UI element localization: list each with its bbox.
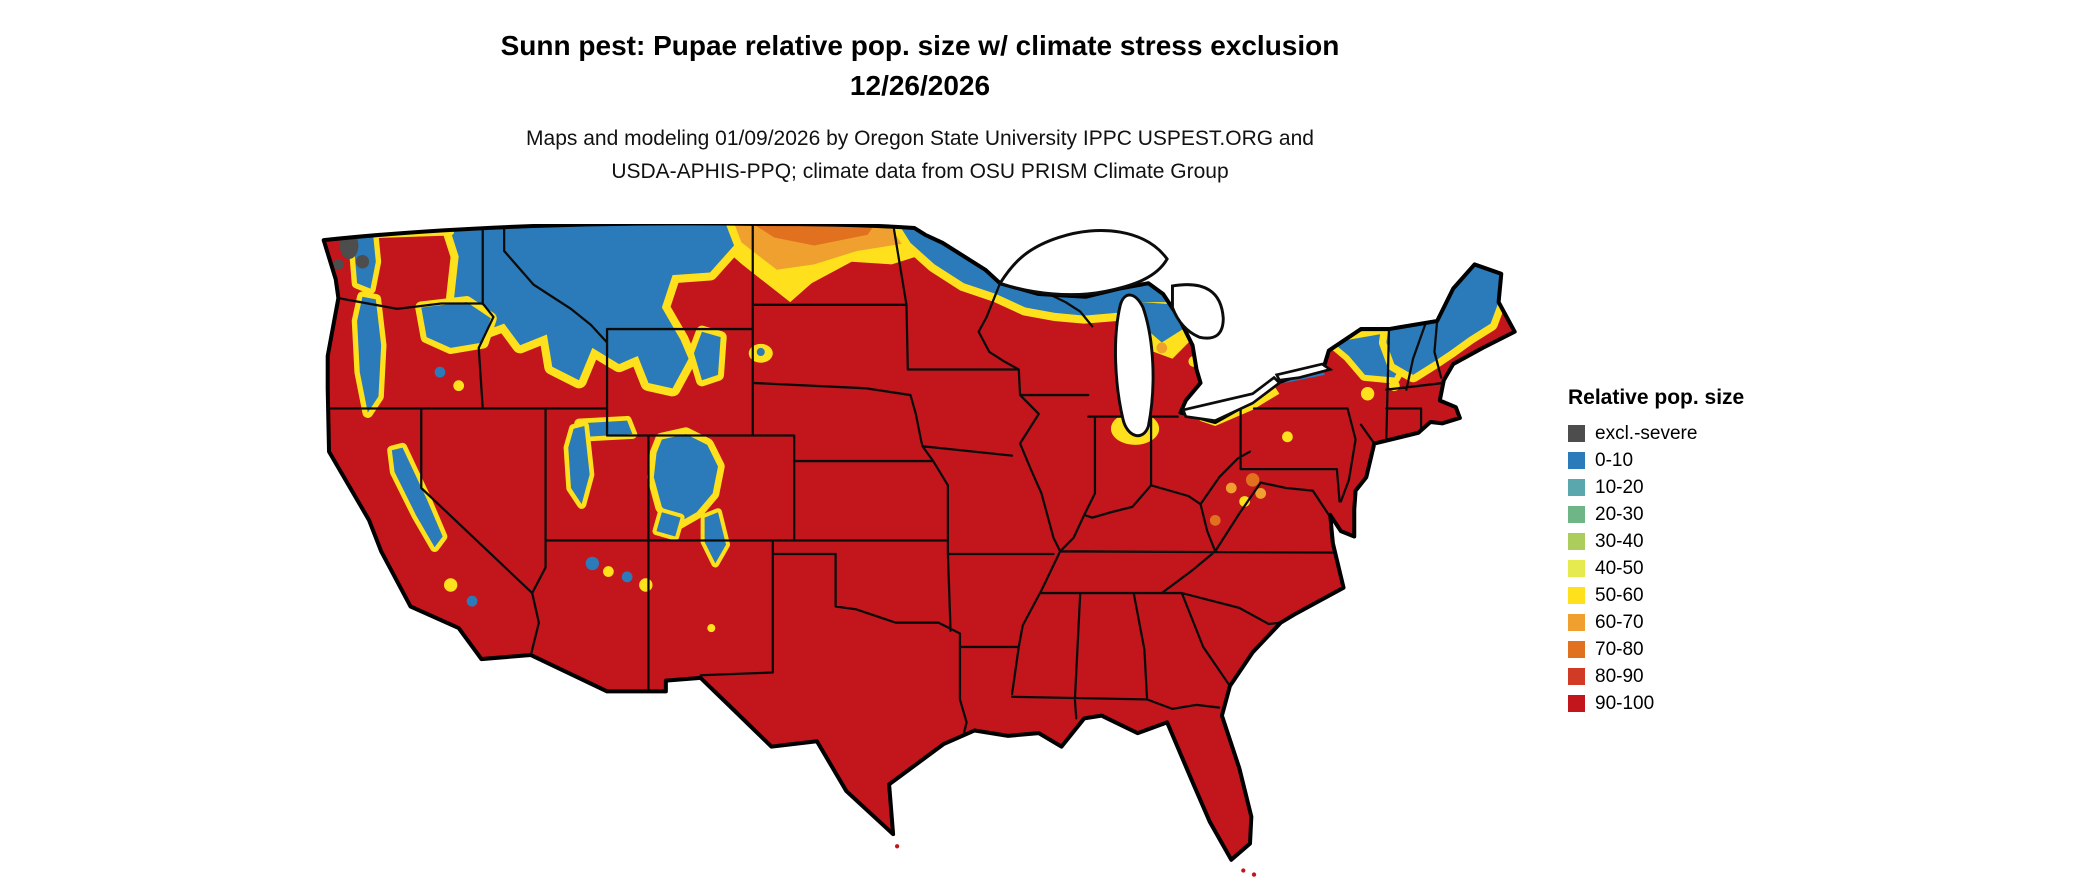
legend-item: 50-60 [1568,586,1744,605]
map-title: Sunn pest: Pupae relative pop. size w/ c… [500,30,1340,61]
legend-label: 20-30 [1595,504,1644,525]
map-date: 12/26/2026 [849,69,991,101]
legend-swatch-70-80 [1568,641,1585,658]
subtitle-line-2: USDA-APHIS-PPQ; climate data from OSU PR… [611,160,1229,184]
lake-ontario [1274,362,1334,382]
legend-swatch-90-100 [1568,695,1585,712]
legend-label: 50-60 [1595,585,1644,606]
region-wv-speck-1 [1245,473,1260,487]
region-wv-speck-3 [1239,496,1250,507]
map-header: Sunn pest: Pupae relative pop. size w/ c… [0,26,1840,189]
region-wv-speck-4 [1225,482,1237,494]
region-pa-speck [1282,431,1293,443]
legend-swatch-60-70 [1568,614,1585,631]
lake-michigan [1114,293,1155,438]
legend-item: excl.-severe [1568,424,1744,443]
legend-swatch-0-10 [1568,452,1585,469]
region-michigan-tip-blue [1140,302,1184,343]
legend-swatch-40-50 [1568,560,1585,577]
subtitle-line-1: Maps and modeling 01/09/2026 by Oregon S… [526,126,1314,150]
region-michigan-orange-speck [1156,342,1168,354]
region-blue-mountains-blue [421,302,491,348]
legend-label: 40-50 [1595,558,1644,579]
legend-item: 40-50 [1568,559,1744,578]
region-sangre-blue [704,512,727,564]
legend-label: 70-80 [1595,639,1644,660]
region-se-oregon-speck-2 [453,380,465,392]
conus-map [317,224,1520,884]
legend-label: 30-40 [1595,531,1644,552]
legend-item: 30-40 [1568,532,1744,551]
region-az-nm-speck [639,578,653,592]
map-raster-layers [323,224,1515,860]
legend-label: 10-20 [1595,477,1644,498]
region-socal-mtn-speck-2 [466,595,478,607]
region-wv-speck-5 [1209,514,1221,526]
region-se-oregon-speck-1 [434,366,446,378]
legend-title: Relative pop. size [1568,386,1745,409]
legend-swatch-50-60 [1568,587,1585,604]
region-catskills-speck [1360,386,1375,401]
legend-label: 80-90 [1595,666,1644,687]
region-az-speck-1 [585,556,600,571]
region-co-rockies-blue [653,434,718,524]
map-subtitle: Maps and modeling 01/09/2026 by Oregon S… [0,122,1840,189]
legend-item: 60-70 [1568,613,1744,632]
region-nm-speck [707,624,716,633]
conus-map-svg [321,224,1517,877]
region-wasatch-blue [568,426,590,505]
legend-label: excl.-severe [1595,423,1698,444]
florida-keys-dot-2 [1251,872,1257,877]
region-san-juan-blue [656,512,681,537]
region-socal-mtn-speck-1 [443,578,458,592]
region-bighorns-blue [693,331,721,381]
region-uintas-blue [578,420,633,437]
legend-label: 90-100 [1595,693,1655,714]
region-black-hills-blue [756,347,765,356]
legend-swatch-excl-severe [1568,425,1585,442]
legend-item: 80-90 [1568,667,1744,686]
legend-swatch-20-30 [1568,506,1585,523]
region-northern-rockies-blue [443,224,735,389]
region-new-england-blue [1386,261,1502,375]
legend-item: 0-10 [1568,451,1744,470]
legend-item: 70-80 [1568,640,1744,659]
region-puget-excl-2 [355,254,370,269]
legend-item: 10-20 [1568,478,1744,497]
legend-label: 0-10 [1595,450,1634,471]
region-wv-speck-2 [1255,488,1267,499]
lake-superior [997,229,1169,297]
legend-swatch-10-20 [1568,479,1585,496]
region-puget-excl-3 [333,259,344,270]
legend-item: 90-100 [1568,694,1744,713]
region-or-cascades-blue [357,296,382,413]
legend-swatch-30-40 [1568,533,1585,550]
padre-island-dot [894,844,900,849]
us-outline [321,224,1517,862]
legend-item: 20-30 [1568,505,1744,524]
legend-label: 60-70 [1595,612,1644,633]
region-sierra-blue [391,447,443,548]
florida-keys-dot-1 [1241,868,1246,873]
region-az-speck-2 [603,566,614,577]
lake-erie [1181,375,1282,423]
map-legend: Relative pop. size excl.-severe 0-10 10-… [1568,386,1744,721]
lake-huron [1170,283,1225,340]
legend-swatch-80-90 [1568,668,1585,685]
region-az-speck-3 [621,571,633,583]
